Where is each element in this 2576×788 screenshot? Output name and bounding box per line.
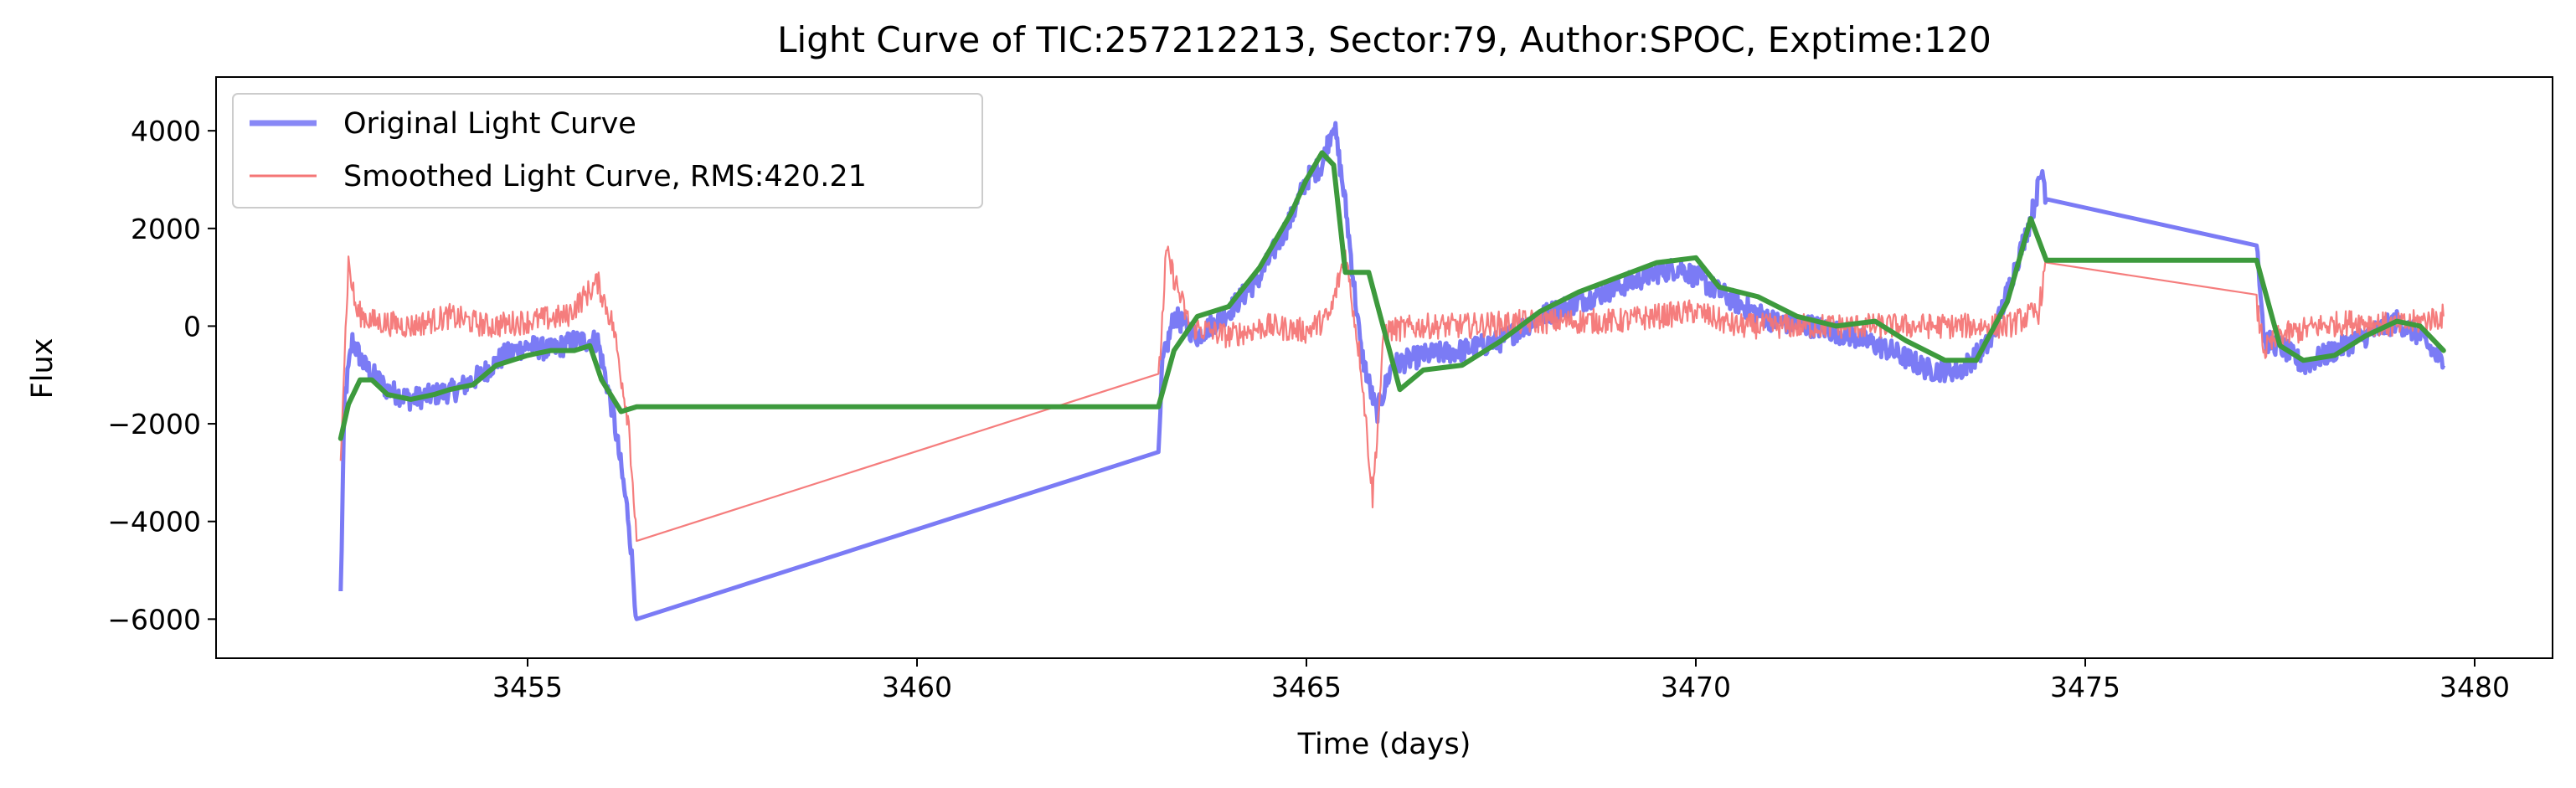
y-tick-label: 4000 xyxy=(131,115,201,147)
x-tick-label: 3460 xyxy=(882,671,952,703)
plot-frame xyxy=(215,76,2553,659)
x-tick-label: 3480 xyxy=(2439,671,2510,703)
y-axis-title: Flux xyxy=(26,338,59,399)
y-tick-label: −2000 xyxy=(107,408,201,440)
y-tick-label: −4000 xyxy=(107,506,201,538)
x-axis-title: Time (days) xyxy=(1297,728,1471,761)
x-tick-label: 3465 xyxy=(1271,671,1342,703)
y-tick-label: 2000 xyxy=(131,213,201,245)
x-tick-label: 3470 xyxy=(1661,671,1731,703)
x-tick-label: 3475 xyxy=(2050,671,2120,703)
y-axis: −6000 −4000 −2000 0 2000 4000 xyxy=(107,115,216,636)
legend-box xyxy=(232,93,983,209)
chart-title: Light Curve of TIC:257212213, Sector:79,… xyxy=(777,19,1991,60)
series-smoothed-light-curve xyxy=(339,245,2445,543)
y-tick-label: 0 xyxy=(183,310,201,342)
series-trend xyxy=(337,150,2446,441)
y-tick-label: −6000 xyxy=(107,603,201,636)
legend: Original Light Curve Smoothed Light Curv… xyxy=(232,93,983,209)
legend-label-smoothed: Smoothed Light Curve, RMS:420.21 xyxy=(343,160,867,193)
series-layer xyxy=(337,121,2446,621)
x-tick-label: 3455 xyxy=(492,671,563,703)
x-axis: 3455 3460 3465 3470 3475 3480 xyxy=(492,658,2510,703)
legend-label-original: Original Light Curve xyxy=(343,107,636,141)
